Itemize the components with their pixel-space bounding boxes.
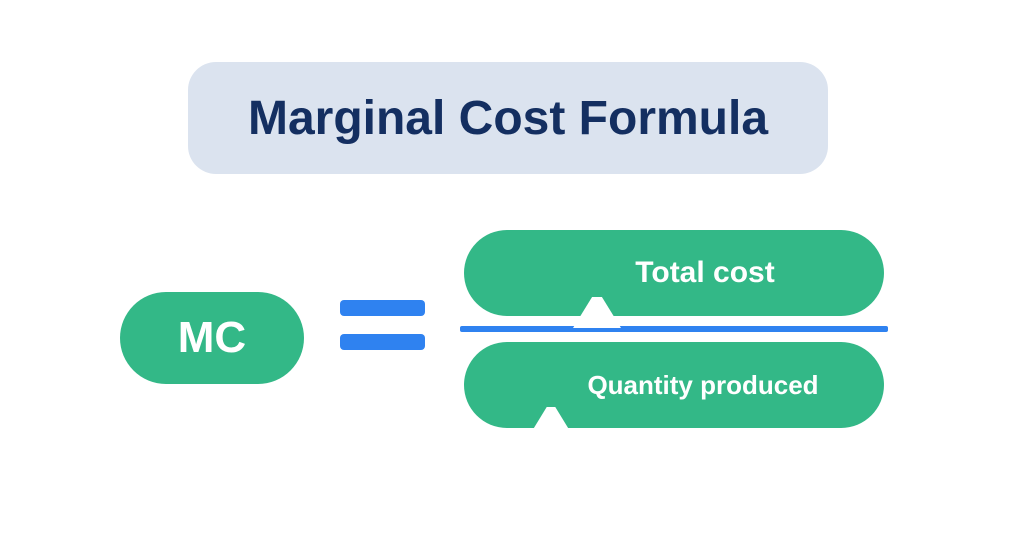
fraction: Total cost Quantity produced [460,230,888,428]
delta-icon [573,256,621,290]
mc-text: MC [178,313,246,363]
title-pill: Marginal Cost Formula [188,62,828,174]
denominator-pill: Quantity produced [464,342,884,428]
denominator-label: Quantity produced [587,370,818,401]
title-text: Marginal Cost Formula [248,91,768,146]
numerator-label: Total cost [635,256,774,290]
delta-icon [529,370,573,401]
fraction-line [460,326,888,332]
equals-bar-bottom [340,334,425,350]
formula-diagram: Marginal Cost Formula MC Total cost Quan… [0,0,1024,545]
mc-pill: MC [120,292,304,384]
numerator-pill: Total cost [464,230,884,316]
equals-bar-top [340,300,425,316]
equals-sign [340,300,425,350]
